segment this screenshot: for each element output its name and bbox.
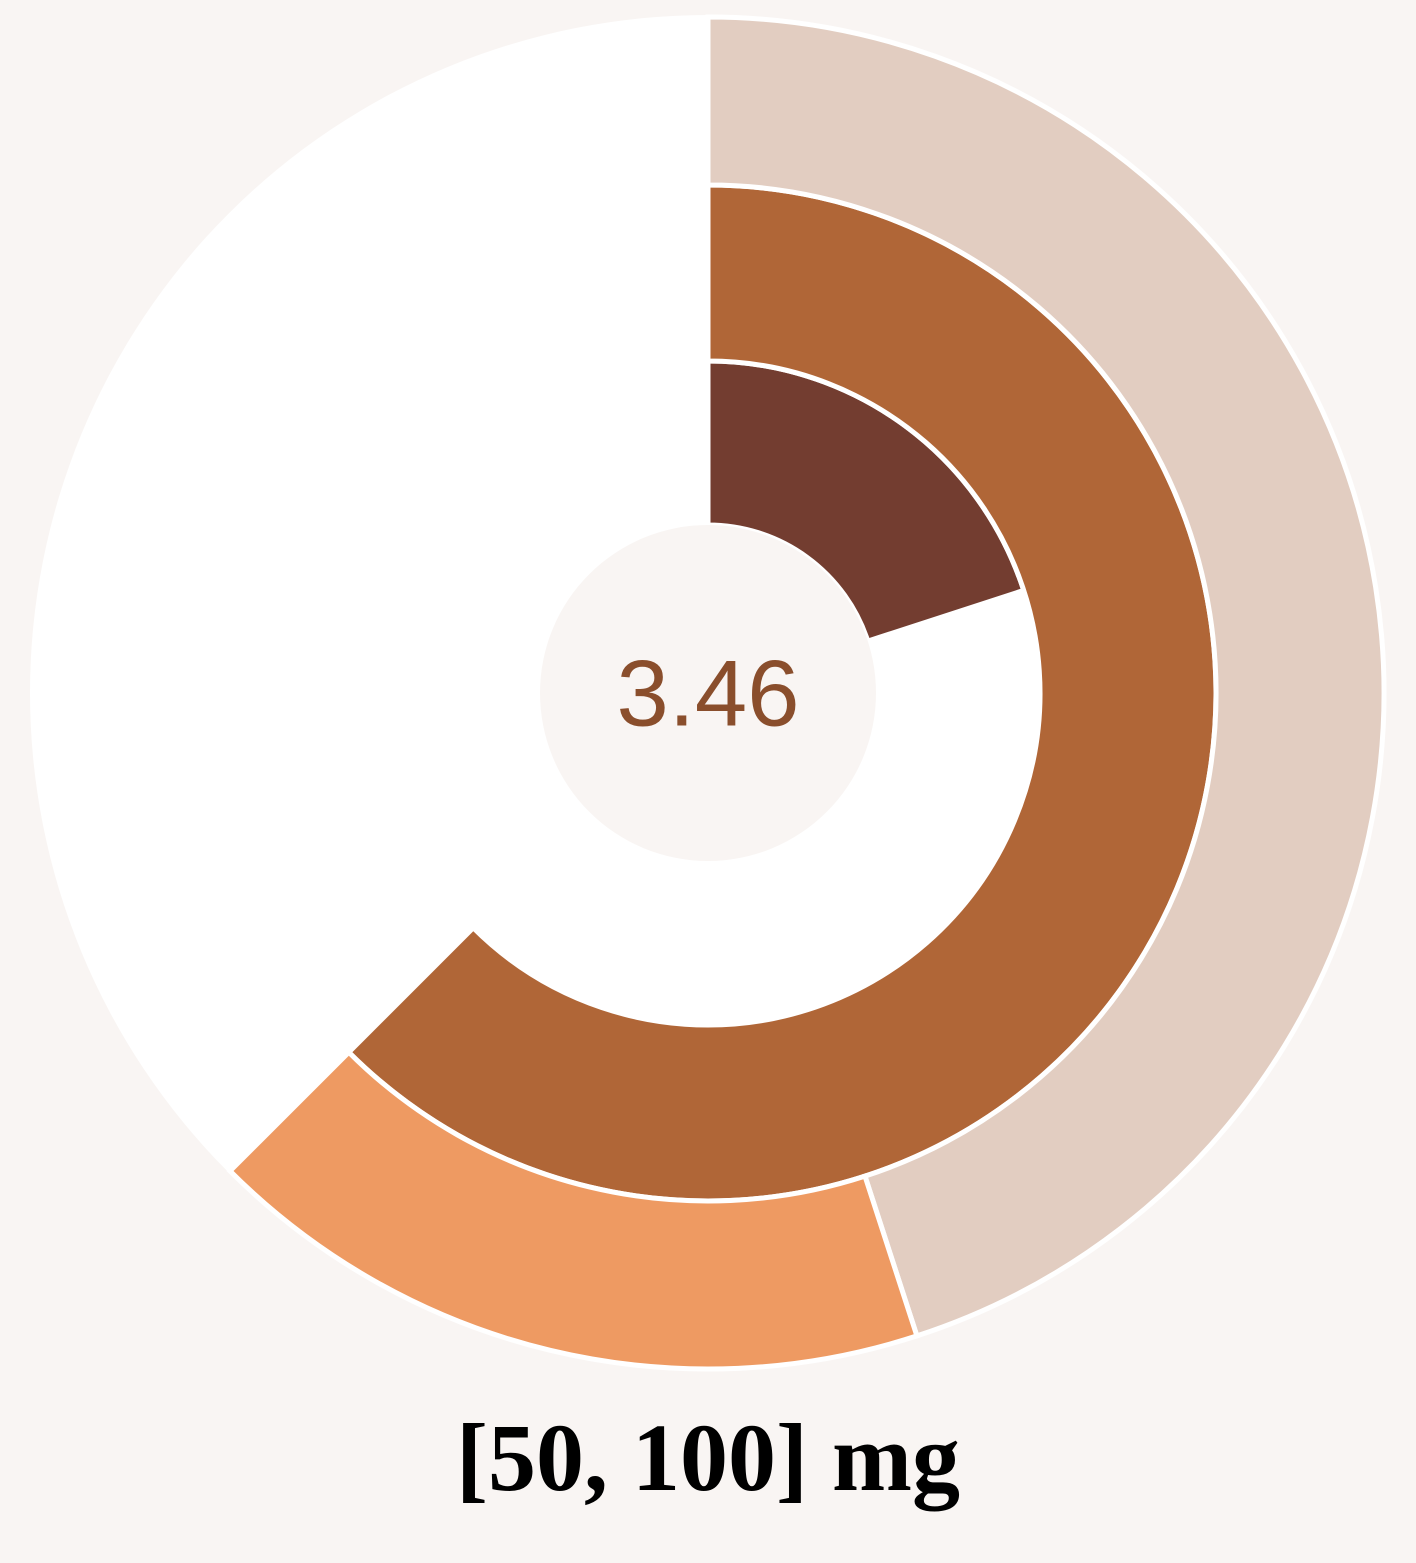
center-disk: [540, 525, 876, 861]
ring-3-segment-2: [226, 1048, 921, 1372]
center-value: 3.46: [617, 641, 800, 746]
chart-caption: [50, 100] mg: [456, 1404, 960, 1511]
ring-3-segment-1: [705, 14, 1387, 1340]
ring-segments: [226, 14, 1387, 1372]
